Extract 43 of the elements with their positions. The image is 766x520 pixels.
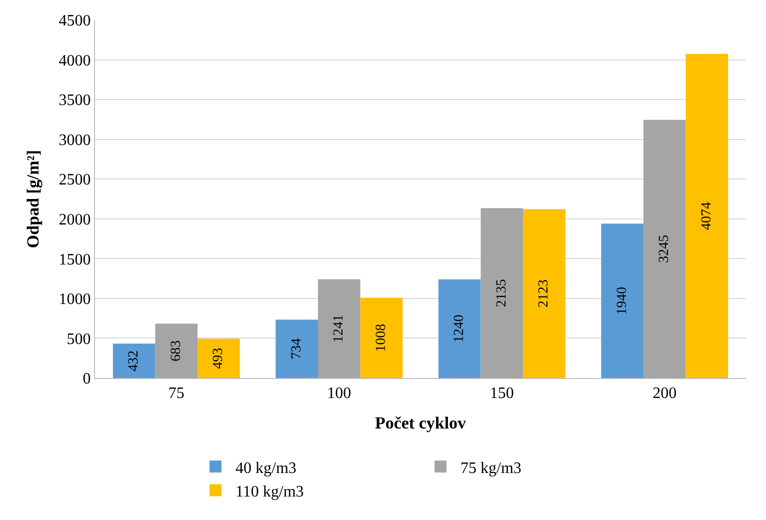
y-tick-label: 2500 [58, 172, 91, 189]
x-tick-label: 100 [327, 385, 352, 402]
y-tick-label: 0 [82, 370, 91, 388]
legend-label: 75 kg/m3 [460, 460, 522, 477]
data-label: 1940 [614, 286, 630, 315]
data-label: 432 [126, 350, 142, 372]
data-label: 1240 [452, 314, 468, 343]
bar [643, 120, 686, 378]
bar [523, 209, 566, 378]
data-label: 1008 [374, 324, 389, 352]
y-tick-label: 1500 [58, 251, 91, 268]
y-tick-label: 2000 [58, 211, 91, 228]
data-label: 493 [211, 348, 226, 369]
x-tick-label: 200 [652, 385, 677, 402]
x-tick-label: 75 [168, 385, 184, 402]
legend-label: 40 kg/m3 [236, 460, 296, 477]
data-label: 2135 [494, 279, 510, 308]
legend-label: 110 kg/m3 [236, 484, 304, 501]
bar [601, 224, 644, 378]
y-tick-label: 1000 [58, 291, 91, 308]
y-tick-label: 3500 [58, 92, 91, 110]
data-label: 734 [289, 338, 304, 360]
x-axis-title: Počet cyklov [374, 414, 467, 433]
bar [276, 320, 318, 378]
data-label: 2123 [536, 280, 552, 308]
bar [318, 279, 360, 378]
y-tick-label: 500 [66, 330, 91, 348]
bar [686, 54, 728, 378]
bar [112, 344, 156, 378]
y-tick-label: 3000 [58, 132, 91, 149]
bar [155, 324, 198, 378]
y-tick-label: 4000 [58, 52, 91, 70]
data-label: 1241 [332, 314, 347, 343]
x-tick-label: 150 [490, 385, 514, 402]
data-label: 4074 [699, 202, 714, 230]
bar [198, 338, 240, 378]
bar [360, 298, 403, 378]
y-tick-label: 4500 [58, 12, 91, 30]
bar [438, 279, 481, 378]
y-axis-title: Odpad [g/m²] [23, 150, 42, 248]
bar [480, 208, 524, 378]
data-label: 683 [168, 340, 184, 362]
data-label: 3245 [657, 234, 672, 263]
